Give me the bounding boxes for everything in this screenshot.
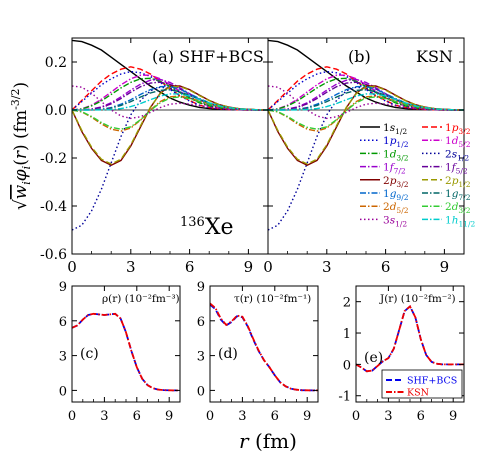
quantity-label-e: J(r) (10⁻²fm⁻²) (379, 293, 456, 305)
series-line-e-1 (356, 304, 464, 373)
y-tick-label-a-4: 0.2 (45, 55, 67, 71)
legend-label-6: 1f7/2 (383, 162, 406, 176)
series-line-c-1 (72, 312, 180, 392)
series-line-a-1 (72, 66, 268, 111)
panel-label-e: (e) (364, 350, 383, 366)
legend-label-0: 1s1/2 (383, 122, 407, 136)
x-tick-label-e-1: 3 (384, 409, 392, 424)
panel-a: 0 3 6 9 -0.6 -0.4 -0.2 0.0 0.2 (a) SHF+BCS 136Xe (40, 37, 269, 276)
legend-label-13: 2d3/2 (445, 201, 471, 215)
x-tick-label-d-2: 6 (271, 409, 279, 424)
legend-label-3: 1d5/2 (445, 135, 471, 149)
y-tick-label-c-2: 6 (59, 315, 67, 330)
y-tick-label-e-1: 0 (343, 358, 351, 373)
y-tick-label-d-0: 0 (197, 384, 205, 399)
bottom-legend-box (381, 369, 463, 399)
legend-label-4: 1d3/2 (383, 148, 409, 162)
legend-label-1: 1p3/2 (445, 122, 471, 136)
series-line-d-1 (210, 302, 318, 392)
legend-label-9: 2p1/2 (445, 175, 471, 189)
quantity-label-c: ρ(r) (10⁻²fm⁻³) (102, 293, 180, 305)
top-y-axis-label: √wiφi(r) (fm-3/2) (9, 82, 33, 210)
y-tick-label-d-3: 9 (197, 280, 205, 295)
x-axis-label: r (fm) (239, 429, 297, 453)
x-tick-label-b-1: 3 (322, 258, 332, 276)
x-tick-label-a-2: 6 (185, 258, 195, 276)
model-label-b: KSN (416, 47, 453, 66)
series-line-b-13 (268, 96, 464, 130)
y-tick-label-a-2: -0.2 (40, 151, 67, 167)
y-tick-label-e-2: 1 (343, 327, 351, 342)
x-tick-label-e-3: 9 (449, 409, 457, 424)
legend-label-11: 1g7/2 (445, 188, 471, 202)
legend-label-8: 2p3/2 (383, 175, 409, 189)
quantity-label-d: τ(r) (10⁻²fm⁻¹) (234, 293, 311, 305)
x-tick-label-e-2: 6 (417, 409, 425, 424)
series-line-a-12 (72, 95, 268, 132)
y-tick-label-c-0: 0 (59, 384, 67, 399)
y-tick-label-a-1: -0.4 (40, 199, 67, 215)
series-line-b-2 (268, 70, 464, 111)
y-tick-label-d-1: 3 (197, 350, 205, 365)
x-tick-label-d-3: 9 (303, 409, 311, 424)
x-tick-label-c-2: 6 (133, 409, 141, 424)
panel-label-b: (b) (348, 47, 371, 66)
legend-label-12: 2d5/2 (383, 201, 409, 215)
y-tick-label-d-2: 6 (197, 315, 205, 330)
x-tick-label-c-0: 0 (68, 409, 76, 424)
x-tick-label-a-1: 3 (126, 258, 136, 276)
y-tick-label-c-3: 9 (59, 280, 67, 295)
series-line-b-14 (268, 85, 464, 120)
series-line-a-13 (72, 96, 268, 130)
series-line-a-15 (72, 93, 268, 111)
series-line-a-14 (72, 85, 268, 120)
x-tick-label-b-0: 0 (263, 258, 273, 276)
legend-label-10: 1g9/2 (383, 188, 409, 202)
bottom-legend-label-1: KSN (407, 388, 429, 399)
panel-b: 0 3 6 9 (b) KSN (263, 37, 465, 276)
y-tick-label-a-3: 0.0 (45, 103, 67, 119)
legend-label-2: 1p1/2 (383, 135, 409, 149)
y-tick-label-e-0: -1 (338, 390, 351, 405)
x-tick-label-a-3: 9 (244, 258, 254, 276)
x-tick-label-b-3: 9 (440, 258, 450, 276)
panel-c: 0 3 6 9 0 3 6 9 (c) ρ(r) (10⁻²fm⁻³) (59, 280, 181, 424)
y-tick-label-a-0: -0.6 (40, 247, 67, 263)
series-line-c-0 (72, 312, 180, 392)
legend-label-15: 1h11/2 (445, 214, 476, 228)
y-tick-label-e-3: 2 (343, 296, 351, 311)
orbital-legend: 1s1/2 1p3/2 1p1/2 1d5/2 1d3/2 2s1/2 1f7/2 1f5/2… (360, 122, 476, 228)
series-line-b-1 (268, 66, 464, 111)
panel-label-c: (c) (80, 346, 99, 362)
x-tick-label-d-0: 0 (206, 409, 214, 424)
x-tick-label-c-1: 3 (100, 409, 108, 424)
x-tick-label-a-0: 0 (67, 258, 77, 276)
legend-label-7: 1f5/2 (445, 162, 468, 176)
panel-label-d: (d) (218, 346, 238, 362)
x-tick-label-b-2: 6 (381, 258, 391, 276)
x-tick-label-e-0: 0 (352, 409, 360, 424)
plot-frame-b (267, 37, 465, 255)
panel-label-a: (a) SHF+BCS (152, 47, 264, 66)
legend-label-14: 3s1/2 (383, 214, 407, 228)
bottom-legend-label-0: SHF+BCS (407, 376, 457, 387)
series-line-b-12 (268, 95, 464, 132)
y-tick-label-c-1: 3 (59, 350, 67, 365)
nucleus-label: 136Xe (180, 215, 234, 240)
x-tick-label-d-1: 3 (238, 409, 246, 424)
plot-frame-a (71, 37, 269, 255)
x-tick-label-c-3: 9 (165, 409, 173, 424)
series-line-a-2 (72, 70, 268, 111)
legend-label-5: 2s1/2 (445, 148, 469, 162)
panel-d: 0 3 6 9 0 3 6 9 (d) τ(r) (10⁻²fm⁻¹) (197, 280, 319, 424)
series-line-b-15 (268, 93, 464, 111)
